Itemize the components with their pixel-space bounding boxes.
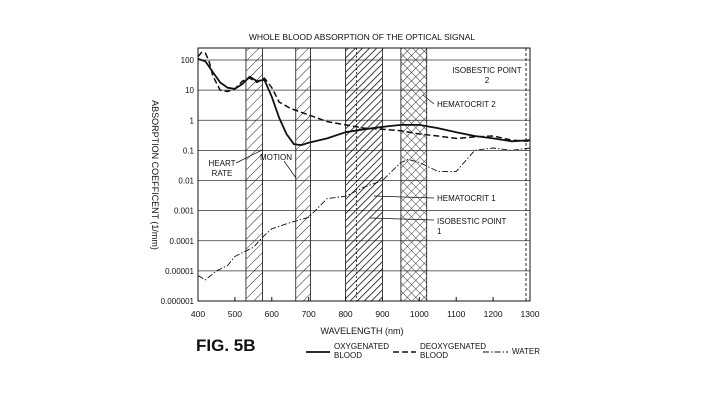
legend-label: DEOXYGENATED BLOOD — [420, 342, 486, 360]
annotations: HEART RATE MOTION HEMATOCRIT 1 HEMATOCRIT 2 I… — [209, 48, 527, 301]
isobestic-point-2-label: ISOBESTIC POINT 2 — [452, 66, 521, 85]
bands — [245, 47, 428, 302]
x-tick-label: 600 — [265, 309, 279, 319]
x-tick-label: 700 — [302, 309, 316, 319]
band — [400, 47, 428, 302]
y-tick-label: 100 — [181, 56, 195, 65]
y-tick-label: 0.01 — [178, 177, 194, 186]
y-axis-label: ABSORPTION COEFFICENT (1/mm) — [150, 100, 160, 250]
series-line — [197, 57, 531, 147]
band — [345, 47, 383, 302]
band — [245, 47, 263, 302]
x-tick-label: 1300 — [521, 309, 540, 319]
plot-frame — [197, 47, 531, 302]
y-tick-label: 0.001 — [174, 207, 195, 216]
y-tick-label: 10 — [185, 86, 194, 95]
leader-line — [283, 160, 297, 179]
series-line — [197, 51, 531, 143]
tick-labels: 100 10 1 0.1 0.01 0.001 0.0001 0.00001 0.000001 4… — [161, 56, 540, 319]
leader-line — [373, 195, 435, 199]
legend: OXYGENATED BLOOD DEOXYGENATED BLOOD WATER — [306, 342, 540, 360]
x-tick-label: 500 — [228, 309, 242, 319]
y-tick-label: 1 — [190, 116, 195, 125]
legend-label: OXYGENATED BLOOD — [334, 342, 389, 360]
leader-line — [235, 149, 263, 164]
legend-label: WATER — [512, 347, 540, 356]
x-tick-label: 400 — [191, 309, 205, 319]
series-lines — [197, 51, 531, 281]
x-tick-label: 900 — [375, 309, 389, 319]
band-label-heart-rate: HEART RATE — [209, 159, 236, 178]
band-label-motion: MOTION — [260, 153, 292, 162]
band — [295, 47, 311, 302]
x-tick-label: 1200 — [484, 309, 503, 319]
leader-line — [369, 217, 435, 221]
x-tick-label: 1000 — [410, 309, 429, 319]
isobestic-point-1-label: ISOBESTIC POINT 1 — [437, 217, 506, 236]
y-tick-label: 0.000001 — [161, 297, 195, 306]
y-tick-label: 0.0001 — [170, 237, 195, 246]
x-axis-label: WAVELENGTH (nm) — [320, 326, 403, 336]
band-label-hematocrit-1: HEMATOCRIT 1 — [437, 194, 496, 203]
x-tick-label: 1100 — [447, 309, 466, 319]
leader-line — [422, 94, 435, 105]
chart-title: WHOLE BLOOD ABSORPTION OF THE OPTICAL SI… — [249, 32, 476, 42]
figure-label: FIG. 5B — [196, 336, 256, 355]
y-tick-label: 0.1 — [183, 146, 195, 155]
y-tick-label: 0.00001 — [165, 267, 194, 276]
band-label-hematocrit-2: HEMATOCRIT 2 — [437, 100, 496, 109]
x-tick-label: 800 — [338, 309, 352, 319]
